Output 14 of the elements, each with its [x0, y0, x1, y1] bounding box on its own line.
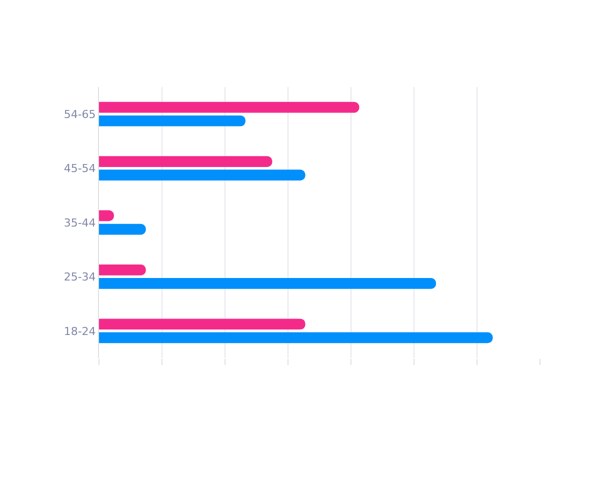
bar	[99, 156, 272, 167]
y-tick-label: 35-44	[64, 216, 96, 230]
y-tick-label: 54-65	[64, 108, 96, 121]
bar	[99, 318, 306, 330]
bar	[99, 115, 246, 126]
bar	[99, 224, 146, 235]
bar	[99, 102, 360, 113]
bar	[99, 264, 146, 276]
y-tick-label: 25-34	[64, 270, 96, 284]
bar	[99, 170, 306, 180]
y-tick-label: 45-54	[64, 162, 96, 176]
bar	[99, 278, 436, 289]
bar	[99, 332, 493, 344]
y-tick-label: 18-24	[64, 324, 96, 338]
